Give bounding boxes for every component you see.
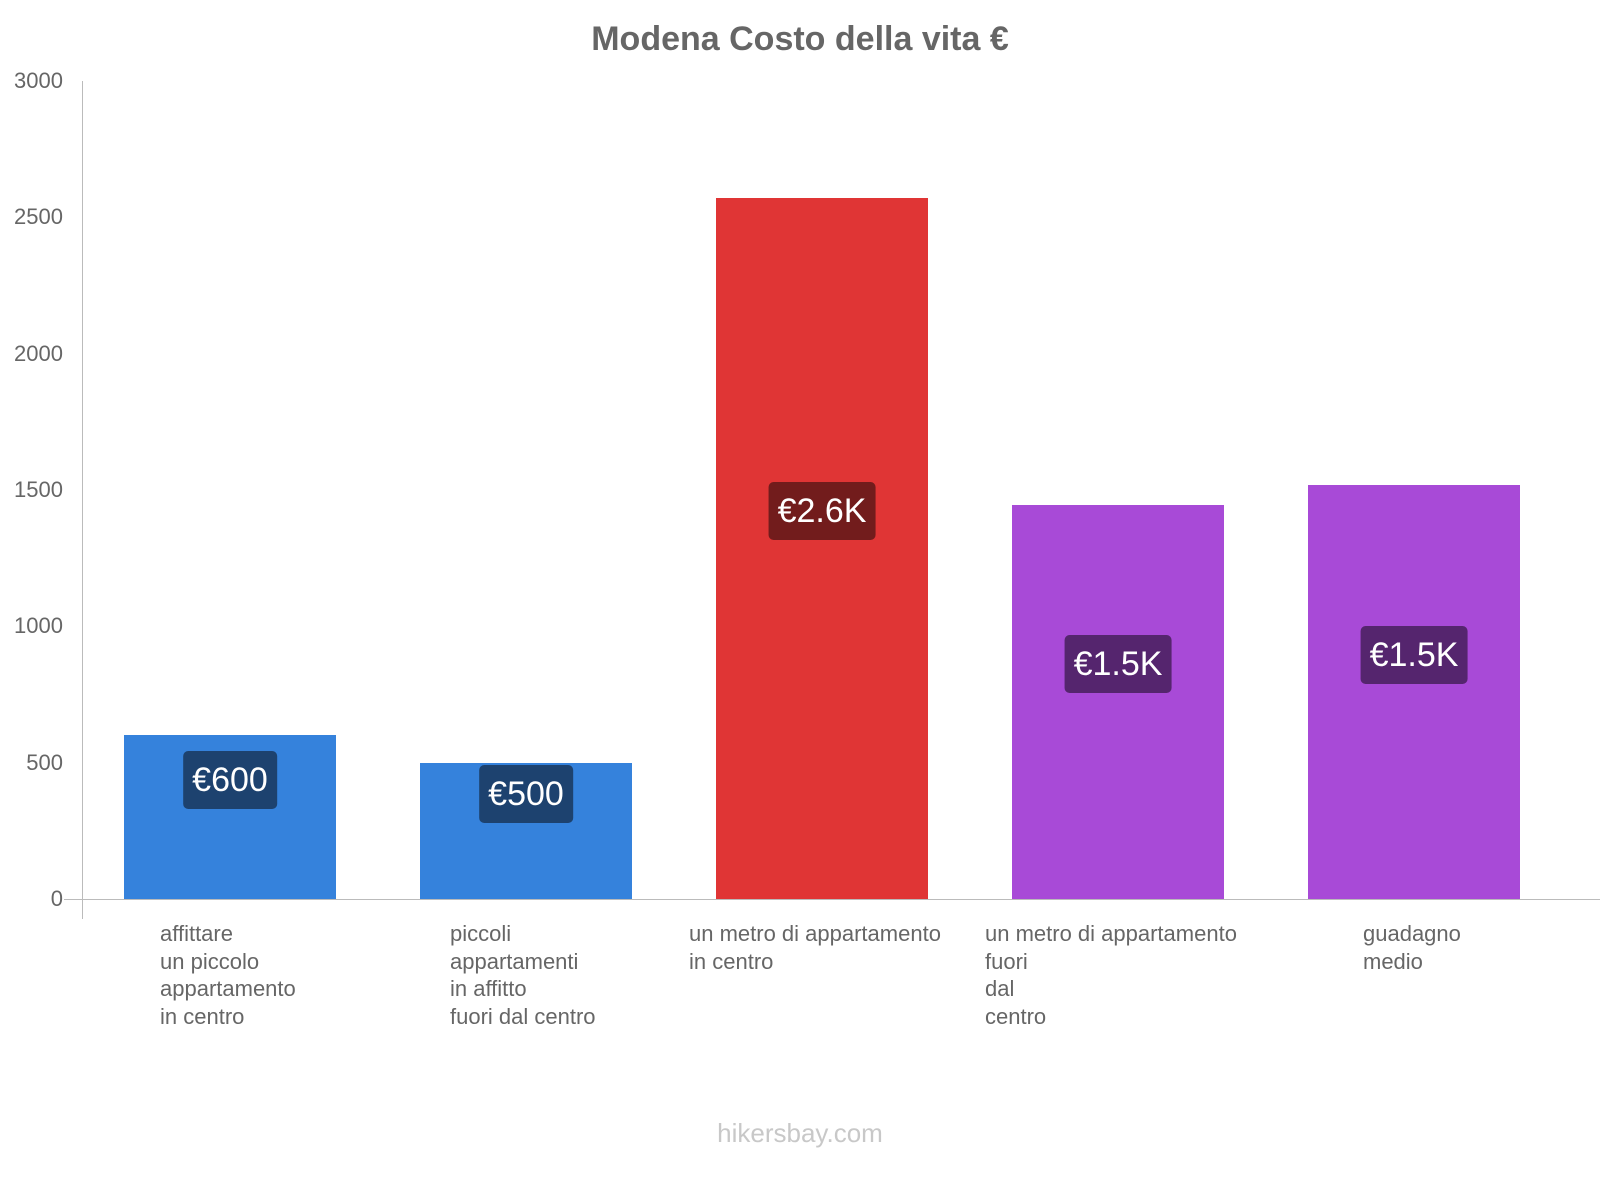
bar xyxy=(1012,504,1224,899)
chart-title: Modena Costo della vita € xyxy=(591,20,1009,58)
bar-value-label: €1.5K xyxy=(1360,626,1468,684)
bar xyxy=(1308,485,1520,899)
y-zero-tick-mark xyxy=(64,899,82,900)
x-axis-line xyxy=(64,899,1600,900)
footer-watermark: hikersbay.com xyxy=(717,1118,883,1148)
bar xyxy=(716,198,928,899)
x-category-label: affittare un piccolo appartamento in cen… xyxy=(160,921,296,1029)
y-tick-label: 1000 xyxy=(14,613,63,639)
bar-value-label: €600 xyxy=(183,751,277,809)
y-tick-label: 500 xyxy=(26,749,63,775)
x-category-label: piccoli appartamenti in affitto fuori da… xyxy=(450,921,596,1029)
y-tick-label: 3000 xyxy=(14,68,63,93)
y-axis-line xyxy=(82,81,83,919)
y-tick-label: 1500 xyxy=(14,477,63,502)
y-tick-label: 0 xyxy=(50,886,63,911)
y-tick-label: 2500 xyxy=(14,204,63,230)
bar-value-label: €1.5K xyxy=(1064,635,1172,693)
bar-value-label: €2.6K xyxy=(768,482,876,540)
x-category-label: un metro di appartamento in centro xyxy=(689,921,941,974)
x-category-label: un metro di appartamento fuori dal centr… xyxy=(985,921,1237,1029)
y-tick-label: 2000 xyxy=(14,340,63,366)
x-category-label: guadagno medio xyxy=(1363,921,1461,974)
bar-value-label: €500 xyxy=(479,765,573,823)
